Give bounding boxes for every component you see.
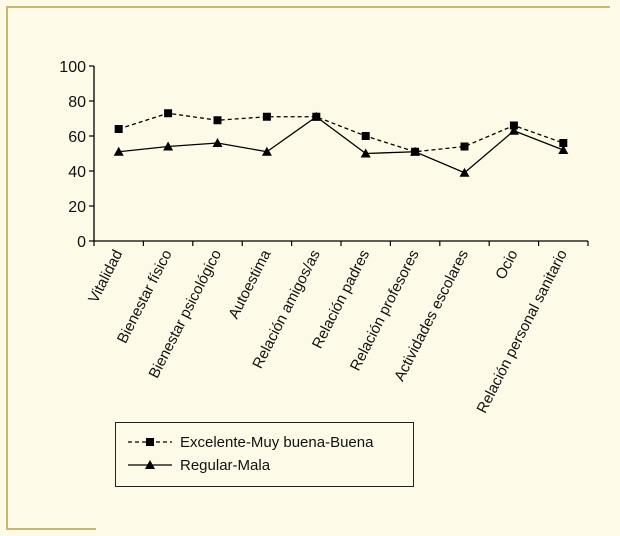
series-1-point xyxy=(213,116,222,125)
x-tick-label: Relación personal sanitario xyxy=(474,247,571,416)
series-2-point xyxy=(163,141,174,151)
legend-item-series-1: Excelente-Muy buena-Buena xyxy=(126,431,373,453)
series-2-point xyxy=(508,125,519,135)
frame-bottom-accent xyxy=(6,528,96,530)
series-1-point xyxy=(559,139,568,147)
series-2-line xyxy=(118,115,564,174)
series-2-point xyxy=(459,167,470,177)
series-1-point xyxy=(460,142,469,151)
series-2-point xyxy=(113,146,124,156)
legend-item-series-2: Regular-Mala xyxy=(126,454,270,476)
series-2-point xyxy=(212,138,223,147)
legend-triangle-marker-icon xyxy=(128,460,172,469)
legend-label-series-1: Excelente-Muy buena-Buena xyxy=(180,433,374,451)
legend: Excelente-Muy buena-Buena Regular-Mala xyxy=(115,422,414,487)
series-1-point xyxy=(164,109,173,118)
series-1-line xyxy=(118,112,564,153)
series-1-point xyxy=(361,132,370,140)
y-tick-label: 40 xyxy=(68,164,86,181)
legend-square-marker-icon xyxy=(128,438,172,446)
x-tick-label: Vitalidad xyxy=(85,247,126,306)
series-2-point xyxy=(410,146,421,156)
x-tick-label: Autoestima xyxy=(225,247,275,322)
y-tick-label: 100 xyxy=(59,59,86,76)
y-tick-label: 20 xyxy=(68,199,86,216)
y-tick-label: 60 xyxy=(68,129,86,146)
legend-label-series-2: Regular-Mala xyxy=(180,456,271,474)
series-2-point xyxy=(558,145,569,154)
series-1-point xyxy=(114,125,123,133)
chart-frame xyxy=(6,6,610,530)
series-2-point xyxy=(360,148,371,158)
series-1-point xyxy=(509,121,518,130)
x-tick-label: Ocio xyxy=(492,247,521,282)
series-1-point xyxy=(262,112,271,121)
series-2-point xyxy=(261,146,272,156)
series-2-point xyxy=(311,111,322,121)
y-tick-label: 0 xyxy=(77,234,86,251)
y-tick-label: 80 xyxy=(68,94,86,111)
